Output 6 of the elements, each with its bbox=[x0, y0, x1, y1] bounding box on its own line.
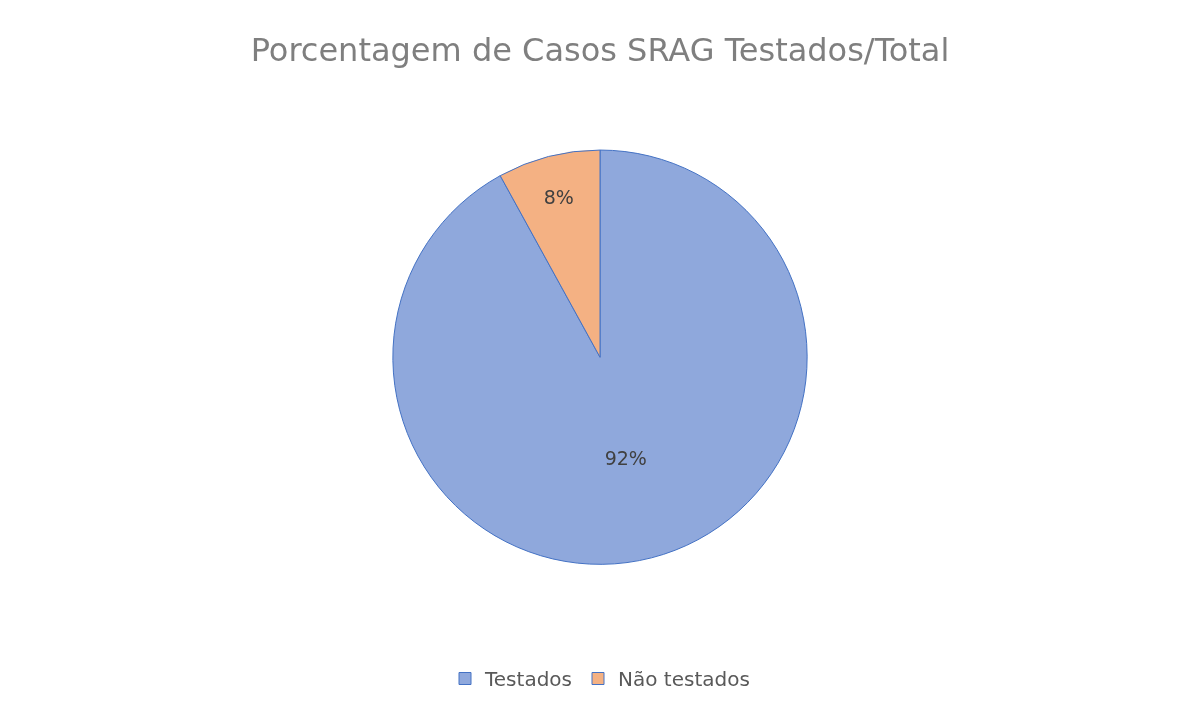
data-label: 8% bbox=[543, 185, 574, 208]
legend-label: Testados bbox=[484, 667, 572, 692]
data-label: 92% bbox=[604, 446, 647, 469]
pie-slice bbox=[392, 149, 808, 565]
legend-label: Não testados bbox=[618, 667, 750, 692]
chart-title: Porcentagem de Casos SRAG Testados/Total bbox=[250, 31, 950, 70]
